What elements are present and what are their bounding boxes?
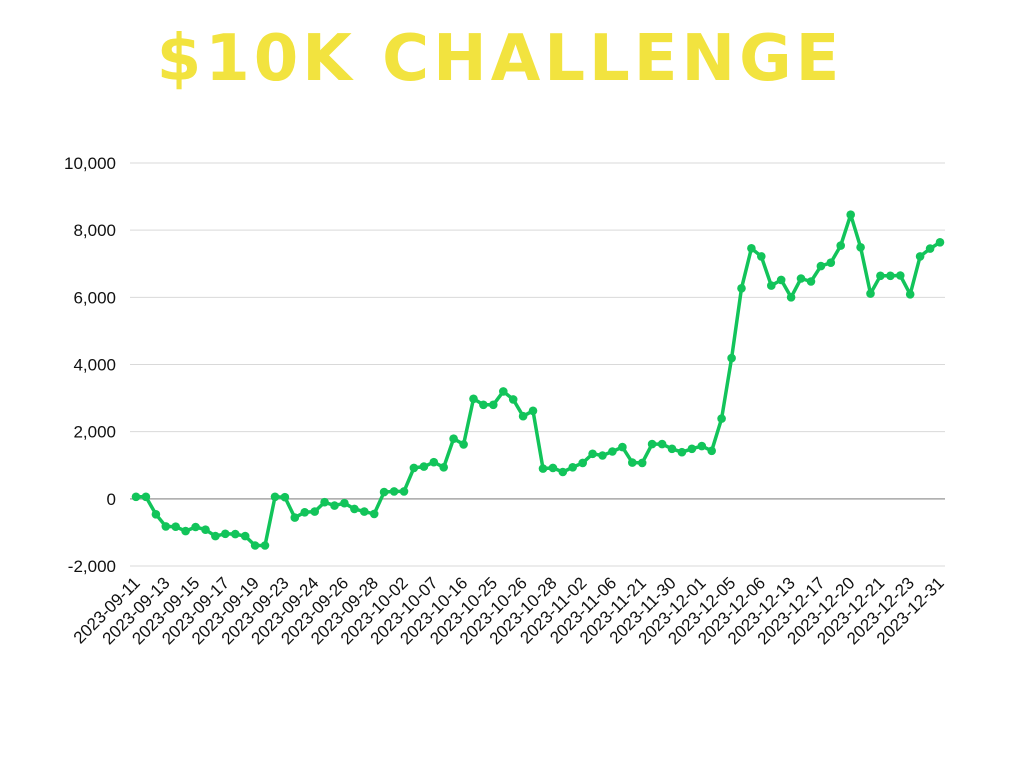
data-point	[905, 290, 915, 299]
data-point	[161, 522, 171, 531]
data-point	[677, 447, 687, 457]
data-point	[935, 238, 945, 247]
data-point	[131, 492, 141, 502]
data-point	[558, 467, 568, 477]
data-point	[260, 541, 270, 550]
data-point	[657, 439, 667, 449]
data-point	[598, 451, 607, 460]
data-point	[300, 508, 310, 517]
data-point	[925, 244, 935, 253]
data-point	[637, 458, 647, 468]
data-point	[240, 531, 250, 541]
data-point	[776, 275, 786, 285]
data-point	[856, 243, 865, 252]
data-point	[747, 244, 756, 253]
y-tick-label: -2,000	[68, 557, 116, 576]
data-point	[379, 487, 389, 497]
data-point	[211, 531, 220, 541]
series-line-layer	[134, 212, 942, 548]
data-point	[826, 258, 836, 268]
data-point	[737, 284, 746, 293]
data-point	[141, 492, 151, 502]
y-tick-label: 2,000	[73, 423, 116, 442]
data-point	[538, 464, 548, 473]
data-point	[548, 463, 558, 473]
data-point	[419, 462, 429, 471]
data-point	[647, 439, 657, 449]
data-point	[360, 507, 369, 516]
data-point	[191, 522, 200, 532]
data-point	[171, 522, 180, 531]
data-point	[489, 400, 498, 410]
data-point	[369, 509, 379, 519]
data-point	[687, 444, 697, 454]
data-point	[806, 277, 816, 286]
data-point	[767, 281, 776, 290]
data-point	[479, 400, 488, 410]
data-point	[717, 414, 726, 423]
data-point	[846, 210, 855, 219]
data-point	[836, 241, 845, 250]
data-point	[439, 463, 449, 472]
data-point	[578, 458, 587, 468]
data-point	[886, 271, 895, 281]
data-point	[270, 492, 280, 502]
data-point	[816, 261, 826, 271]
data-point	[221, 529, 230, 539]
data-point	[459, 440, 468, 449]
data-point	[528, 406, 538, 416]
data-point	[727, 353, 736, 363]
data-point	[310, 507, 320, 516]
data-point	[915, 252, 925, 261]
y-tick-label: 4,000	[73, 356, 116, 375]
data-point	[786, 293, 796, 302]
data-point	[151, 510, 161, 519]
data-point	[518, 411, 528, 421]
data-point	[608, 447, 617, 456]
data-point	[866, 289, 875, 298]
series-points-layer	[131, 210, 945, 550]
data-point	[280, 492, 290, 502]
data-point	[409, 463, 419, 473]
data-point	[618, 442, 627, 452]
series-line	[134, 212, 942, 548]
data-point	[876, 271, 885, 281]
chart-title: $10K CHALLENGE	[156, 22, 844, 96]
data-point	[499, 387, 508, 396]
data-point	[181, 526, 190, 536]
data-point	[628, 458, 637, 467]
y-tick-label: 10,000	[64, 154, 116, 173]
data-point	[399, 487, 409, 496]
data-point	[469, 394, 478, 404]
x-axis-ticks: 2023-09-112023-09-132023-09-152023-09-17…	[70, 573, 948, 648]
data-point	[290, 513, 300, 522]
data-point	[429, 457, 439, 467]
y-tick-label: 6,000	[73, 288, 116, 307]
data-point	[568, 463, 577, 472]
data-point	[449, 434, 458, 444]
data-point	[320, 497, 329, 507]
data-point	[757, 252, 766, 261]
data-point	[250, 541, 260, 550]
data-point	[389, 487, 399, 496]
grid-layer	[130, 162, 945, 567]
data-point	[697, 441, 707, 451]
data-point	[667, 444, 677, 454]
data-point	[796, 274, 806, 283]
y-axis-ticks: -2,000 0 2,000 4,000 6,000 8,000 10,000	[64, 154, 116, 576]
data-point	[231, 529, 240, 539]
y-tick-label: 8,000	[73, 221, 116, 240]
y-tick-label: 0	[107, 490, 116, 509]
data-point	[588, 449, 597, 459]
data-point	[350, 504, 359, 514]
data-point	[508, 395, 518, 404]
data-point	[707, 446, 716, 456]
data-point	[330, 501, 339, 510]
data-point	[896, 271, 905, 280]
data-point	[201, 525, 210, 534]
data-point	[340, 498, 349, 508]
